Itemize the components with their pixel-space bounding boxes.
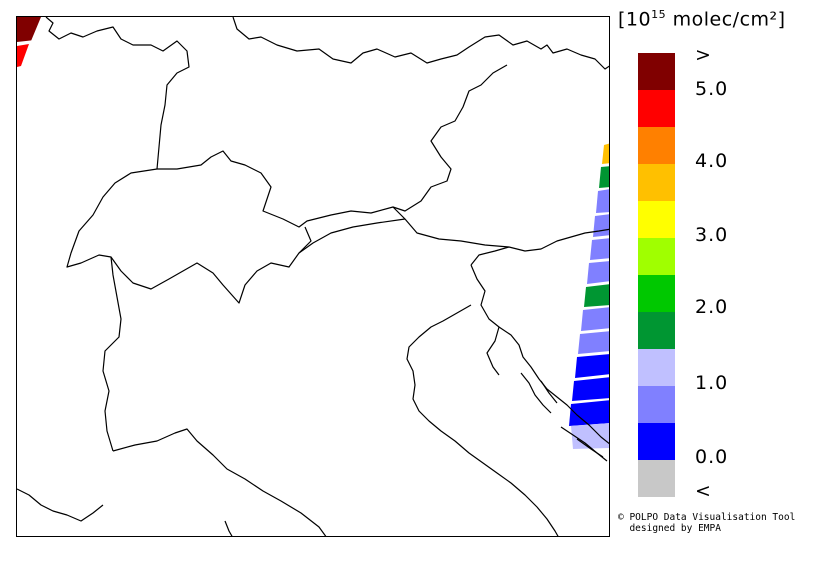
swath-top-left xyxy=(17,17,41,67)
legend-swatch xyxy=(638,312,675,349)
legend-label-2-0: 2.0 xyxy=(695,296,729,318)
legend-swatch xyxy=(638,349,675,386)
credit-line-1: © POLPO Data Visualisation Tool xyxy=(618,512,796,523)
legend-swatch xyxy=(638,275,675,312)
credit-line-2: designed by EMPA xyxy=(618,523,721,534)
legend-swatch xyxy=(638,386,675,423)
legend-label-above-max: > xyxy=(695,44,712,66)
swath-cell xyxy=(587,261,609,284)
map-panel[interactable] xyxy=(16,16,610,537)
country-borders xyxy=(17,17,609,536)
legend-label-below-min: < xyxy=(695,480,712,502)
credit-text: © POLPO Data Visualisation Tool designed… xyxy=(618,512,795,534)
legend-swatch xyxy=(638,90,675,127)
legend-label-1-0: 1.0 xyxy=(695,372,729,394)
swath-cell xyxy=(571,423,609,449)
swath-cell xyxy=(569,400,609,426)
swath-right xyxy=(569,143,609,449)
swath-cell xyxy=(578,331,609,354)
swath-cell xyxy=(17,44,29,67)
legend-label-4-0: 4.0 xyxy=(695,150,729,172)
swath-cell xyxy=(17,17,41,43)
swath-cell xyxy=(602,143,609,164)
swath-cell xyxy=(599,166,609,188)
legend-label-5-0: 5.0 xyxy=(695,78,729,100)
swath-cell xyxy=(572,377,609,401)
legend-label-3-0: 3.0 xyxy=(695,224,729,246)
color-legend xyxy=(638,53,675,497)
swath-cell xyxy=(590,238,609,260)
legend-swatch xyxy=(638,201,675,238)
legend-swatch xyxy=(638,238,675,275)
swath-cell xyxy=(584,284,609,307)
map-canvas xyxy=(17,17,609,536)
swath-cell xyxy=(575,354,609,378)
legend-label-0-0: 0.0 xyxy=(695,446,729,468)
legend-swatch xyxy=(638,127,675,164)
swath-cell xyxy=(596,189,609,213)
legend-swatch xyxy=(638,460,675,497)
swath-cell xyxy=(593,214,609,237)
legend-swatch xyxy=(638,423,675,460)
swath-cell xyxy=(581,307,609,331)
legend-unit-label: [1015 molec/cm²] xyxy=(618,8,786,31)
legend-swatch xyxy=(638,53,675,90)
legend-swatch xyxy=(638,164,675,201)
